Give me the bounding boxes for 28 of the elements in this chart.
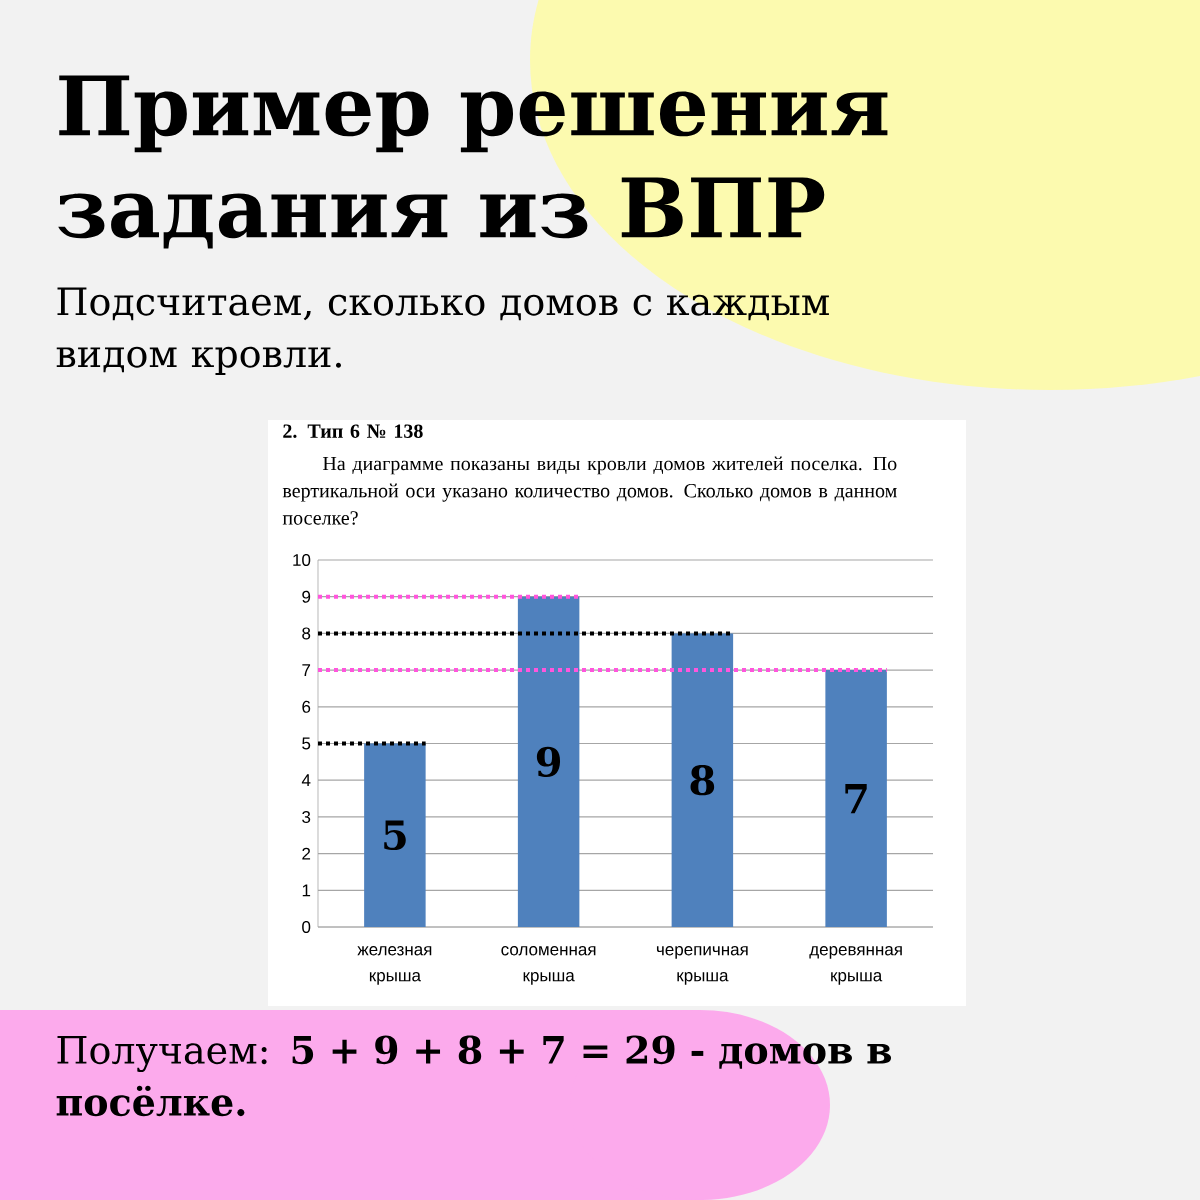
y-tick-label: 5 [302, 737, 311, 750]
y-tick-label: 10 [293, 554, 311, 567]
text: 2. Тип 6 № 138 [283, 424, 423, 438]
y-tick-label: 8 [302, 627, 311, 640]
data-label: 8 [690, 765, 715, 796]
bar [364, 743, 426, 928]
data-label: 5 [384, 820, 406, 851]
bar [671, 633, 734, 928]
y-tick-label: 9 [302, 590, 311, 603]
chart-title: Пример решения задания из ВПР [58, 75, 888, 249]
y-tick-label: 2 [302, 847, 311, 860]
text: Получаем: 5 + 9 + 8 + 7 = 29 - домов в посёлке. [56, 1035, 892, 1117]
data-label: 7 [845, 784, 867, 814]
y-tick-label: 7 [302, 664, 311, 676]
y-tick-label: 4 [301, 774, 311, 787]
y-tick-label: 0 [302, 921, 311, 934]
chart-subtitle: Подсчитаем, сколько домов с каждым видом кровли. [56, 287, 829, 376]
y-tick-label: 6 [302, 700, 311, 713]
x-tick-label: железная крыша [357, 946, 432, 985]
x-tick-label: соломенная крыша [501, 946, 596, 985]
y-tick-label: 1 [302, 884, 311, 897]
bar [517, 596, 580, 928]
y-tick-label: 3 [302, 810, 311, 823]
data-label: 9 [536, 746, 561, 777]
x-tick-label: черепичная крыша [656, 946, 748, 985]
text: На диаграмме показаны виды кровли домов жителей поселка. По вертикальной оси указано количество домов. Сколько домов в данном поселке? [282, 456, 897, 525]
x-tick-label: деревянная крыша [809, 946, 902, 985]
bar [825, 670, 887, 928]
